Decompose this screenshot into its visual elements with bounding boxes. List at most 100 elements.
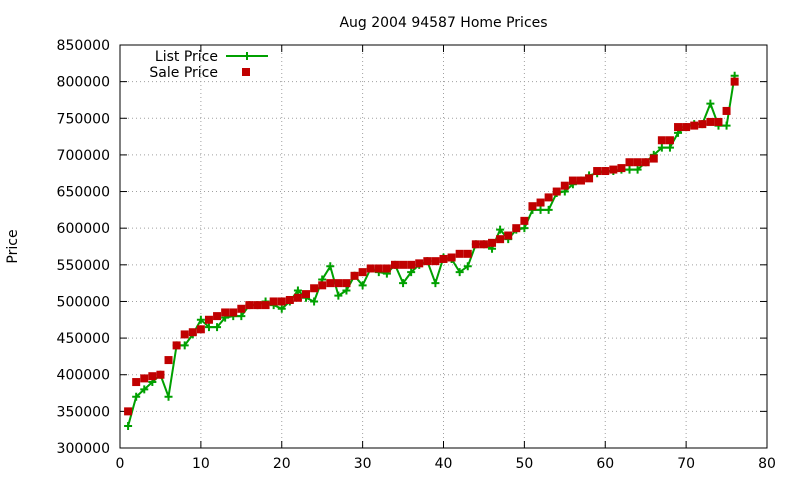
list-price-point	[310, 297, 319, 306]
sale-price-point	[504, 231, 513, 240]
list-price-point	[277, 304, 286, 313]
x-tick-label: 80	[758, 456, 776, 472]
list-price-point	[625, 165, 634, 174]
sale-price-point	[714, 117, 723, 126]
x-tick-label: 0	[116, 456, 125, 472]
grid-lines	[120, 45, 767, 448]
y-tick-label: 300000	[57, 441, 110, 457]
sale-price-point	[229, 308, 238, 317]
sale-price-point	[326, 279, 335, 288]
series-line-list-price	[127, 75, 736, 427]
sale-price-point	[196, 325, 205, 334]
sale-price-point	[520, 216, 529, 225]
sale-price-point	[552, 187, 561, 196]
list-price-point	[544, 205, 553, 214]
list-price-point	[633, 165, 642, 174]
y-tick-label: 350000	[57, 404, 110, 420]
y-tick-label: 450000	[57, 331, 110, 347]
sale-price-point	[382, 264, 391, 273]
x-tick-label: 70	[677, 456, 695, 472]
list-price-point	[326, 262, 335, 271]
sale-price-point	[657, 136, 666, 145]
sale-price-point	[601, 167, 610, 176]
y-tick-label: 650000	[57, 185, 110, 201]
sale-price-point	[310, 284, 319, 293]
list-price-point	[665, 143, 674, 152]
list-price-point	[496, 225, 505, 234]
sale-price-point	[471, 240, 480, 249]
sale-price-point	[124, 407, 133, 416]
sale-price-point	[455, 249, 464, 258]
sale-price-point	[407, 260, 416, 269]
legend-label-list-price: List Price	[155, 49, 218, 65]
list-price-point	[164, 392, 173, 401]
sale-price-point	[617, 164, 626, 173]
sale-price-point	[156, 370, 165, 379]
legend-marker-sale-price	[242, 68, 250, 76]
y-axis-label: Price	[5, 229, 21, 263]
sale-price-point	[237, 304, 246, 313]
list-price-point	[520, 224, 529, 233]
sale-price-point	[318, 281, 327, 290]
sale-price-point	[164, 356, 173, 365]
sale-price-point	[439, 254, 448, 263]
sale-price-point	[674, 123, 683, 132]
sale-price-point	[447, 253, 456, 262]
sale-price-point	[374, 264, 383, 273]
x-tick-label: 30	[354, 456, 372, 472]
sale-price-point	[399, 260, 408, 269]
list-price-point	[204, 323, 213, 332]
sale-price-point	[633, 158, 642, 167]
x-tick-label: 50	[515, 456, 533, 472]
sale-price-point	[479, 240, 488, 249]
sale-price-point	[172, 341, 181, 350]
sale-price-point	[463, 249, 472, 258]
sale-price-point	[641, 158, 650, 167]
sale-price-point	[350, 271, 359, 280]
sale-price-point	[528, 202, 537, 211]
sale-price-point	[706, 117, 715, 126]
sale-price-point	[253, 301, 262, 310]
list-price-point	[706, 99, 715, 108]
series-layer	[124, 71, 739, 431]
chart-title: Aug 2004 94587 Home Prices	[339, 15, 547, 31]
list-price-point	[536, 205, 545, 214]
list-price-point	[124, 422, 133, 431]
y-tick-label: 400000	[57, 368, 110, 384]
sale-price-point	[722, 106, 731, 115]
sale-price-point	[690, 121, 699, 130]
legend: List Price Sale Price	[149, 49, 268, 81]
sale-price-point	[576, 176, 585, 185]
list-price-point	[293, 286, 302, 295]
y-tick-label: 850000	[57, 38, 110, 54]
list-price-point	[358, 281, 367, 290]
sale-price-point	[609, 165, 618, 174]
sale-price-point	[536, 198, 545, 207]
y-tick-label: 800000	[57, 75, 110, 91]
sale-price-point	[423, 257, 432, 266]
sale-price-point	[132, 378, 141, 387]
sale-price-point	[366, 264, 375, 273]
list-price-point	[342, 286, 351, 295]
sale-price-point	[649, 154, 658, 163]
sale-price-point	[415, 259, 424, 268]
y-tick-label: 550000	[57, 258, 110, 274]
list-price-point	[463, 262, 472, 271]
legend-marker-list-price	[243, 52, 251, 60]
list-price-point	[399, 279, 408, 288]
sale-price-point	[334, 279, 343, 288]
y-tick-label: 750000	[57, 111, 110, 127]
x-tick-label: 20	[273, 456, 291, 472]
list-price-point	[407, 268, 416, 277]
list-price-point	[334, 291, 343, 300]
sale-price-point	[496, 235, 505, 244]
list-price-point	[431, 279, 440, 288]
y-tick-label: 700000	[57, 148, 110, 164]
sale-price-point	[512, 224, 521, 233]
sale-price-point	[698, 120, 707, 129]
sale-price-point	[358, 268, 367, 277]
sale-price-point	[245, 301, 254, 310]
x-tick-label: 40	[435, 456, 453, 472]
legend-label-sale-price: Sale Price	[149, 65, 218, 81]
